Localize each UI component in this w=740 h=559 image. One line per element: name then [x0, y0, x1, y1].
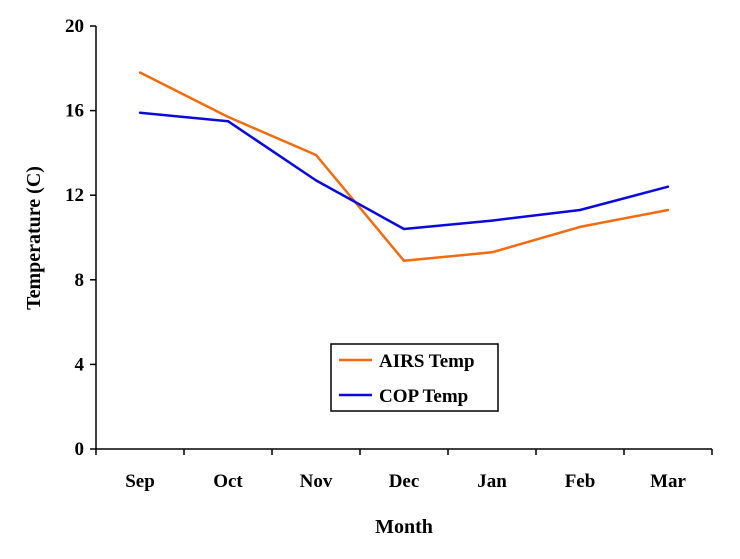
x-tick-label: Mar: [650, 471, 686, 492]
y-axis-title: Temperature (C): [23, 166, 45, 310]
y-tick-label: 8: [75, 270, 85, 291]
x-tick-label: Oct: [213, 471, 243, 492]
x-axis-title: Month: [375, 516, 433, 538]
data-point-cop-temp: [402, 227, 406, 231]
data-point-cop-temp: [314, 179, 318, 182]
legend: AIRS Temp COP Temp: [330, 343, 499, 412]
y-tick-label: 16: [65, 101, 84, 122]
data-point-airs-temp: [314, 153, 318, 157]
data-point-airs-temp: [490, 251, 494, 254]
series-layer: [138, 71, 670, 263]
legend-label-airs-temp: AIRS Temp: [379, 351, 475, 372]
series-line-cop-temp: [139, 111, 669, 231]
data-point-cop-temp: [138, 111, 142, 114]
data-point-airs-temp: [226, 115, 230, 119]
x-tick-label: Jan: [477, 471, 507, 492]
y-tick-label: 4: [75, 354, 85, 375]
x-tick-label: Feb: [565, 471, 596, 492]
data-point-cop-temp: [226, 119, 230, 123]
y-tick-label: 12: [65, 185, 84, 206]
legend-label-cop-temp: COP Temp: [379, 386, 468, 407]
legend-box: [330, 343, 499, 412]
y-tick-label: 20: [65, 16, 84, 37]
data-point-cop-temp: [666, 185, 670, 188]
x-tick-label: Nov: [300, 471, 333, 492]
data-point-airs-temp: [402, 259, 406, 262]
data-point-airs-temp: [138, 71, 142, 74]
x-tick-label: Dec: [389, 471, 420, 492]
data-point-airs-temp: [666, 208, 670, 212]
x-tick-label: Sep: [125, 471, 155, 492]
series-line-airs-temp: [139, 71, 669, 263]
axes: 0 4 8 12 16 20 Sep Oct Nov Dec Jan Feb Mar: [65, 16, 713, 492]
data-point-cop-temp: [578, 208, 582, 212]
y-tick-label: 0: [75, 439, 85, 460]
data-point-airs-temp: [578, 225, 582, 229]
data-point-cop-temp: [490, 219, 494, 222]
